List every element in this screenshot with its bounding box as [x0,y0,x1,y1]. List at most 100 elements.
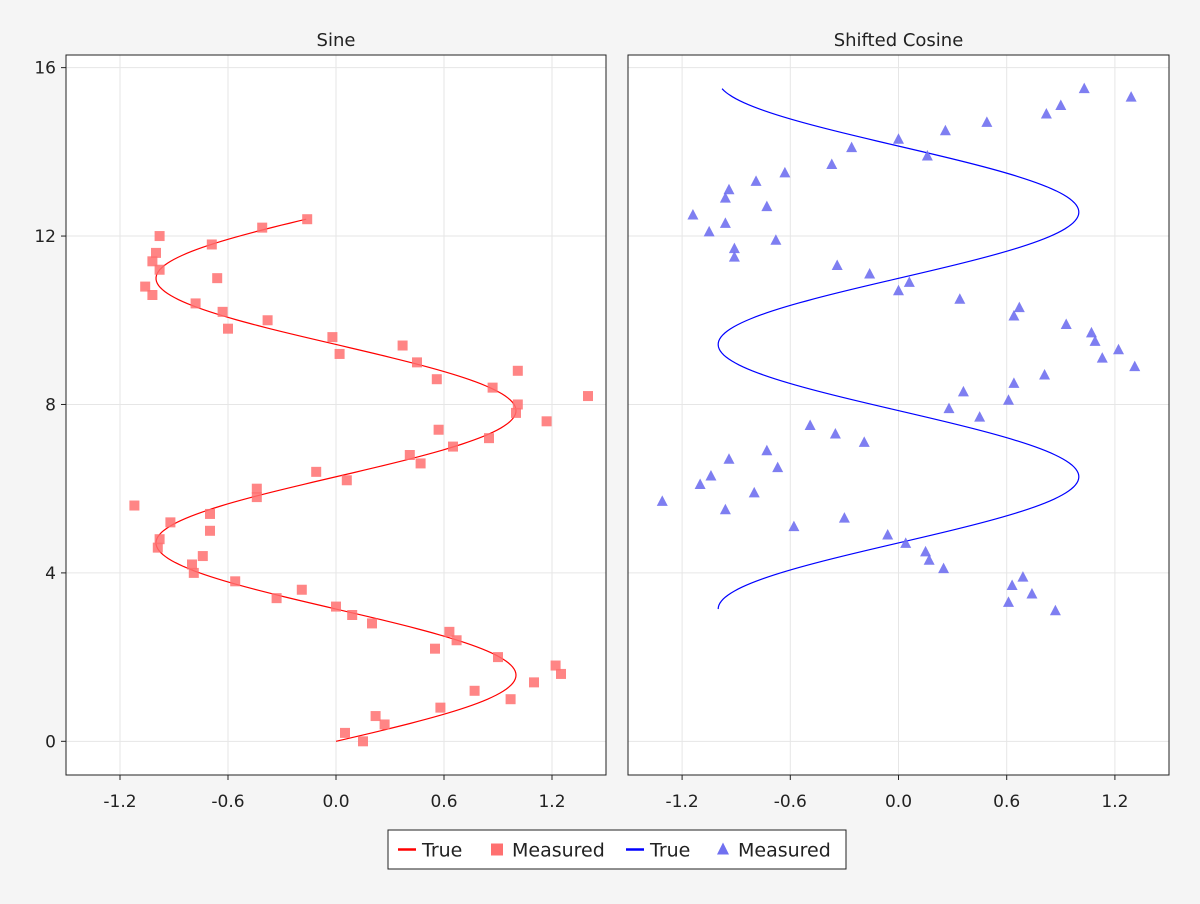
measured-triangle-point [703,225,715,237]
measured-triangle-point [728,251,740,262]
measured-square-point [505,694,516,705]
measured-square-point [212,273,223,284]
measured-square-point [435,702,446,713]
measured-square-point [271,593,282,604]
x-tick-label: -1.2 [666,792,699,812]
measured-triangle-point [829,427,841,439]
measured-square-point [206,239,217,250]
measured-triangle-point [761,200,773,212]
measured-triangle-point [943,402,955,414]
measured-square-point [230,576,241,587]
measured-triangle-point [882,529,894,540]
measured-triangle-point [1003,394,1015,405]
measured-triangle-point [831,259,843,271]
measured-square-point [331,601,341,612]
measured-square-point [512,399,523,410]
measured-triangle-point [1113,343,1125,355]
measured-square-point [541,416,552,427]
y-tick-label: 16 [34,59,56,79]
measured-square-point [205,525,215,536]
measured-square-point [262,315,273,326]
x-tick-label: 0.6 [430,792,457,812]
measured-triangle-point [687,209,699,220]
measured-square-point [165,517,176,528]
measured-triangle-point [1008,310,1020,321]
measured-square-point [370,711,381,722]
measured-square-point [188,567,199,578]
measured-square-point [302,214,313,225]
measured-triangle-point [920,545,932,557]
measured-square-point [451,635,462,646]
measured-triangle-point [761,444,773,456]
plot-frame [627,54,1170,776]
measured-square-point [190,298,201,309]
measured-square-point [529,677,539,688]
measured-triangle-point [1078,82,1090,94]
measured-square-point [550,660,561,671]
legend: True Measured True Measured [387,829,847,870]
measured-triangle-point [1055,99,1067,111]
measured-square-point [140,281,151,292]
measured-triangle-point [846,141,858,153]
measured-square-point [154,534,165,545]
measured-triangle-point [772,461,784,473]
measured-triangle-point [723,183,735,195]
measured-triangle-point [826,158,838,169]
measured-square-point [223,323,233,334]
measured-square-point [187,559,197,570]
measured-triangle-point [779,166,791,178]
measured-square-point [404,450,415,460]
chart-title: Sine [317,30,356,51]
measured-square-point [511,407,521,418]
measured-triangle-point [750,175,762,186]
measured-triangle-point [1003,596,1015,607]
measured-triangle-point [705,470,717,481]
measured-square-point [487,382,498,393]
measured-square-point [341,475,352,486]
measured-square-point [257,222,268,233]
legend-label: True [649,840,690,862]
x-tick-label: 1.2 [538,792,565,812]
measured-square-point [412,357,422,368]
measured-square-point [311,466,322,477]
measured-triangle-point [974,411,986,422]
measured-triangle-point [728,242,740,254]
measured-square-point [448,441,458,452]
measured-triangle-point [954,293,966,304]
measured-square-point [347,610,358,620]
x-tick-label: -0.6 [211,792,244,812]
legend-box [387,829,847,870]
measured-square-point [152,542,163,553]
measured-triangle-point [1006,579,1018,591]
x-tick-label: -1.2 [103,792,136,812]
measured-triangle-point [957,385,969,397]
measured-triangle-point [1089,335,1101,346]
measured-square-point [129,500,140,511]
y-tick-label: 0 [45,732,56,752]
measured-triangle-point [893,284,904,296]
measured-triangle-point [694,478,706,489]
measured-square-point [340,727,350,738]
measured-triangle-point [1085,326,1097,338]
measured-triangle-point [1129,360,1141,372]
measured-square-point [379,719,390,730]
measured-triangle-point [1008,377,1020,388]
y-tick-label: 12 [34,227,56,247]
measured-square-point [556,668,566,679]
measured-square-point [197,551,208,562]
measured-square-point [154,264,165,275]
legend-triangle-symbol [717,842,729,855]
measured-square-point [512,365,523,376]
measured-triangle-point [1060,318,1072,329]
measured-triangle-point [900,537,912,548]
x-tick-label: -0.6 [774,792,807,812]
measured-square-point [415,458,426,469]
shifted-cosine-panel: Shifted Cosine -1.2 -0.6 0.0 0.6 1.2 [627,30,1170,812]
measured-triangle-point [770,234,782,245]
measured-triangle-point [1013,301,1025,313]
measured-square-point [583,391,593,402]
legend-square-symbol [491,843,503,856]
measured-square-point [217,306,228,317]
measured-triangle-point [981,116,993,127]
